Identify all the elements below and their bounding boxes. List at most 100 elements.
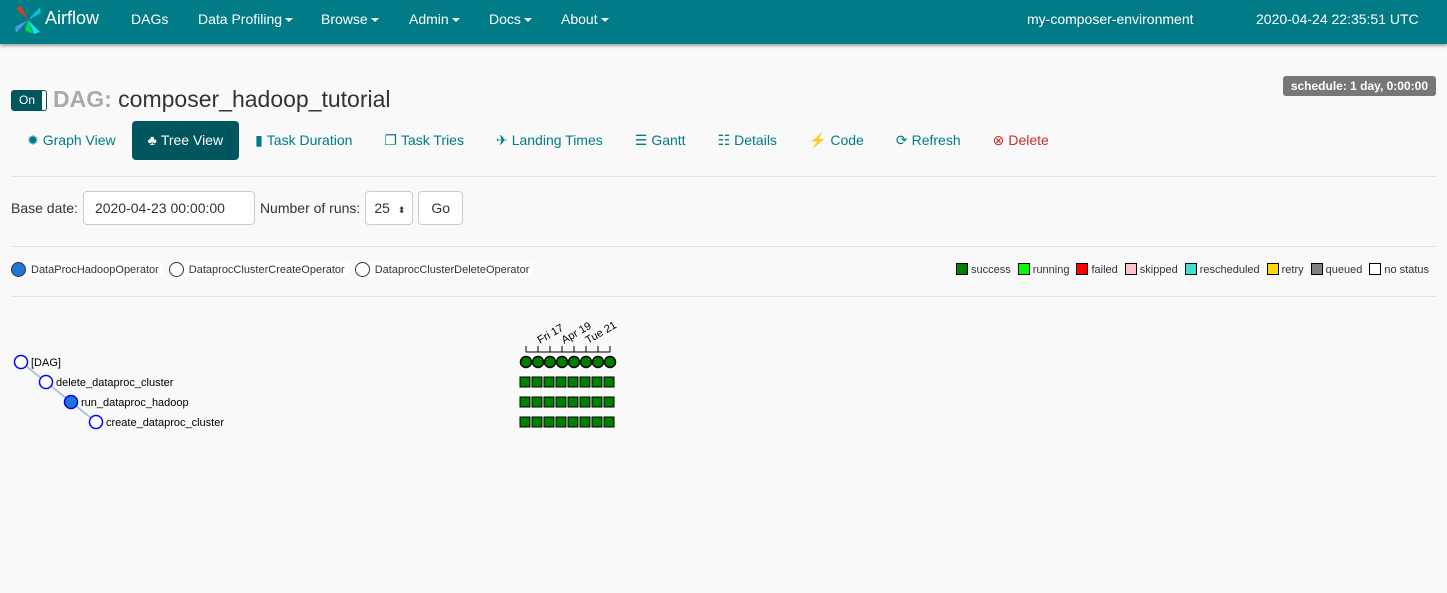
task-label: [DAG]	[31, 357, 61, 369]
tab-tree-view[interactable]: ♣ Tree View	[131, 121, 240, 160]
tree-node[interactable]	[13, 354, 29, 370]
toggle-label: On	[12, 91, 42, 110]
tab-delete[interactable]: ⊗ Delete	[977, 121, 1065, 160]
task-instance-cell[interactable]	[519, 396, 531, 408]
task-instance-cell[interactable]	[567, 416, 579, 428]
task-instance-cell[interactable]	[531, 376, 543, 388]
airflow-logo-icon[interactable]	[13, 4, 43, 36]
task-instance-cell[interactable]	[555, 376, 567, 388]
runs-label: Number of runs:	[259, 200, 361, 216]
dag-run-cell[interactable]	[531, 355, 545, 369]
dag-toggle[interactable]: On	[11, 90, 47, 111]
flash-icon: ⚡	[808, 132, 827, 148]
dag-run-cell[interactable]	[519, 355, 533, 369]
task-instance-cell[interactable]	[531, 416, 543, 428]
tab-label: Delete	[1008, 132, 1049, 148]
task-instance-cell[interactable]	[543, 376, 555, 388]
base-date-input[interactable]: 2020-04-23 00:00:00	[82, 191, 255, 225]
legend-item: rescheduled	[1184, 263, 1260, 276]
legend-item: queued	[1310, 263, 1362, 276]
dag-prefix: DAG:	[53, 86, 112, 112]
dag-run-cell[interactable]	[579, 355, 593, 369]
bar-chart-icon: ▮	[255, 132, 263, 148]
task-instance-cell[interactable]	[603, 416, 615, 428]
tree-node[interactable]	[38, 374, 54, 390]
legend-label: failed	[1091, 264, 1118, 276]
tab-gantt[interactable]: ☰ Gantt	[619, 121, 702, 160]
list-icon: ☷	[717, 132, 731, 148]
operator-label: DataProcHadoopOperator	[31, 263, 159, 276]
page-title: DAG: composer_hadoop_tutorial	[53, 86, 391, 113]
tab-task-tries[interactable]: ❐ Task Tries	[368, 121, 480, 160]
task-instance-cell[interactable]	[543, 416, 555, 428]
select-arrows-icon: ⬍	[397, 205, 406, 215]
brand-link[interactable]: Airflow	[45, 8, 100, 28]
nav-docs[interactable]: Docs	[489, 11, 532, 27]
task-instance-cell[interactable]	[519, 416, 531, 428]
legend-label: skipped	[1139, 264, 1178, 276]
legend-item: success	[956, 263, 1011, 276]
runs-value: 25	[374, 200, 390, 216]
tab-label: Task Tries	[400, 132, 464, 148]
legend-item: retry	[1266, 263, 1304, 276]
nav-about[interactable]: About	[561, 11, 609, 27]
tree-node[interactable]	[88, 414, 104, 430]
task-instance-cell[interactable]	[579, 396, 591, 408]
task-instance-cell[interactable]	[603, 396, 615, 408]
remove-circle-icon: ⊗	[992, 132, 1005, 148]
legend-swatch	[1369, 263, 1382, 275]
task-instance-cell[interactable]	[579, 376, 591, 388]
operator-label: DataprocClusterCreateOperator	[188, 263, 345, 276]
nav-dags[interactable]: DAGs	[131, 11, 169, 27]
dag-name: composer_hadoop_tutorial	[118, 86, 391, 112]
tab-code[interactable]: ⚡ Code	[793, 121, 880, 160]
legend-label: running	[1032, 264, 1070, 276]
task-instance-cell[interactable]	[567, 376, 579, 388]
environment-name: my-composer-environment	[1027, 11, 1194, 27]
tree-node[interactable]	[63, 394, 79, 410]
tab-landing-times[interactable]: ✈ Landing Times	[480, 121, 619, 160]
dag-run-cell[interactable]	[567, 355, 581, 369]
divider	[11, 296, 1436, 297]
legend-swatch	[1184, 263, 1197, 275]
operator-item[interactable]: DataprocClusterCreateOperator	[168, 262, 349, 277]
tab-refresh[interactable]: ⟳ Refresh	[880, 121, 977, 160]
dag-run-cell[interactable]	[591, 355, 605, 369]
task-instance-cell[interactable]	[543, 396, 555, 408]
operator-color-dot	[11, 262, 26, 277]
task-instance-cell[interactable]	[555, 416, 567, 428]
task-instance-cell[interactable]	[591, 376, 603, 388]
task-instance-cell[interactable]	[567, 396, 579, 408]
task-instance-cell[interactable]	[579, 416, 591, 428]
tab-label: Refresh	[911, 132, 961, 148]
refresh-icon: ⟳	[895, 132, 908, 148]
nav-admin[interactable]: Admin	[409, 11, 460, 27]
tab-label: Details	[734, 132, 777, 148]
operator-item[interactable]: DataprocClusterDeleteOperator	[354, 262, 534, 277]
operator-item[interactable]: DataProcHadoopOperator	[11, 262, 163, 277]
tab-task-duration[interactable]: ▮ Task Duration	[239, 121, 368, 160]
nav-data-profiling[interactable]: Data Profiling	[198, 11, 293, 27]
task-instance-cell[interactable]	[603, 376, 615, 388]
task-instance-cell[interactable]	[519, 376, 531, 388]
divider	[11, 246, 1436, 247]
legend-label: rescheduled	[1199, 264, 1260, 276]
tab-label: Tree View	[160, 132, 224, 148]
tab-graph-view[interactable]: ✹ Graph View	[11, 121, 132, 160]
task-instance-cell[interactable]	[591, 396, 603, 408]
nav-browse[interactable]: Browse	[321, 11, 379, 27]
tree-icon: ♣	[147, 132, 157, 148]
runs-select[interactable]: 25 ⬍	[365, 191, 414, 225]
task-instance-cell[interactable]	[531, 396, 543, 408]
tab-label: Task Duration	[266, 132, 353, 148]
dag-run-cell[interactable]	[543, 355, 557, 369]
dag-run-cell[interactable]	[603, 355, 617, 369]
tab-details[interactable]: ☷ Details	[702, 121, 793, 160]
dag-run-cell[interactable]	[555, 355, 569, 369]
task-instance-cell[interactable]	[555, 396, 567, 408]
go-button[interactable]: Go	[418, 191, 463, 225]
view-tabs: ✹ Graph View ♣ Tree View ▮ Task Duration ❐ Task…	[11, 121, 1065, 160]
task-instance-cell[interactable]	[591, 416, 603, 428]
status-legend: success running failed skipped rescheduled re…	[956, 263, 1429, 276]
